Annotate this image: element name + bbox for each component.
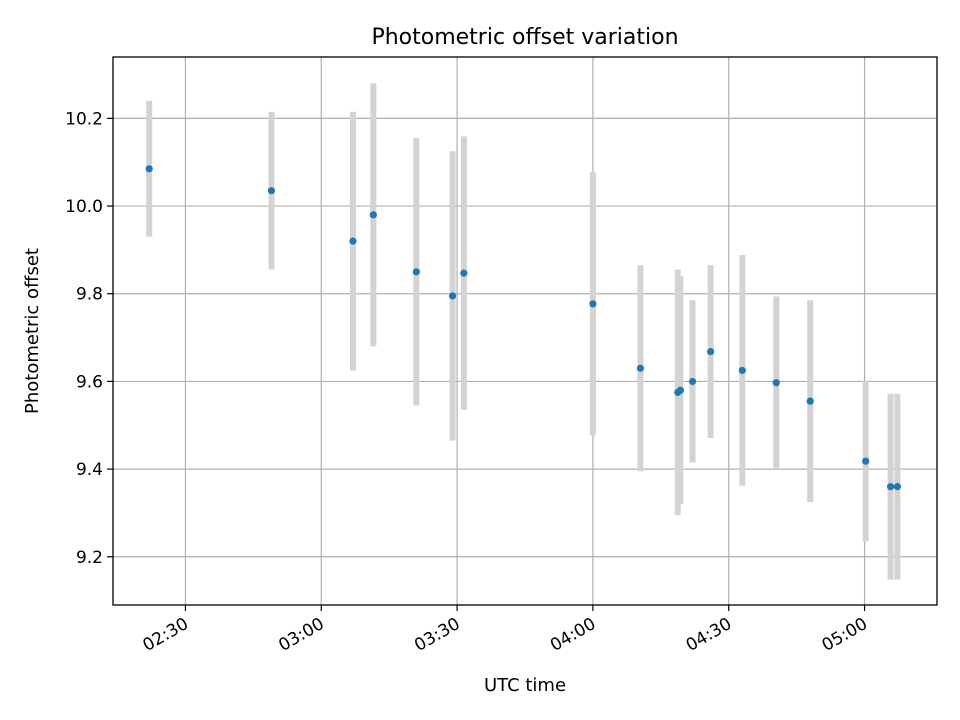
data-point xyxy=(412,268,420,276)
data-point xyxy=(267,187,276,195)
data-point xyxy=(862,457,870,465)
plot-frame xyxy=(112,56,938,606)
x-tick-label: 02:30 xyxy=(140,614,192,656)
chart-title: Photometric offset variation xyxy=(371,25,678,50)
data-point xyxy=(806,397,814,405)
x-axis-ticks: 02:30 03:00 03:30 04:00 04:30 05:00 xyxy=(140,605,871,656)
data-point xyxy=(349,237,357,245)
y-tick-label: 10.2 xyxy=(65,109,103,129)
x-tick-label: 05:00 xyxy=(819,614,871,656)
data-point xyxy=(886,483,895,491)
data-point xyxy=(772,379,780,387)
x-tick-label: 04:30 xyxy=(683,614,735,656)
data-point xyxy=(448,292,457,300)
data-point xyxy=(688,377,697,386)
x-tick-label: 03:00 xyxy=(275,614,327,656)
grid xyxy=(113,57,937,605)
y-axis-ticks: 9.2 9.4 9.6 9.8 10.0 10.2 xyxy=(65,109,113,568)
x-axis-label: UTC time xyxy=(484,675,566,696)
data-point xyxy=(636,364,645,372)
y-tick-label: 9.2 xyxy=(76,548,103,568)
y-tick-label: 9.8 xyxy=(76,285,103,305)
data-point xyxy=(707,348,715,356)
error-bars xyxy=(146,83,901,580)
data-points xyxy=(145,165,901,491)
y-axis-label: Photometric offset xyxy=(22,248,43,414)
y-tick-label: 9.6 xyxy=(76,372,103,392)
data-point xyxy=(460,269,468,277)
data-point xyxy=(893,483,901,491)
y-tick-label: 9.4 xyxy=(76,460,103,480)
data-point xyxy=(738,366,746,375)
x-tick-label: 03:30 xyxy=(411,614,463,656)
data-point xyxy=(676,386,685,394)
data-point xyxy=(369,211,377,219)
x-tick-label: 04:00 xyxy=(547,614,599,656)
y-tick-label: 10.0 xyxy=(65,197,103,217)
data-point xyxy=(589,300,597,308)
data-point xyxy=(145,165,153,173)
